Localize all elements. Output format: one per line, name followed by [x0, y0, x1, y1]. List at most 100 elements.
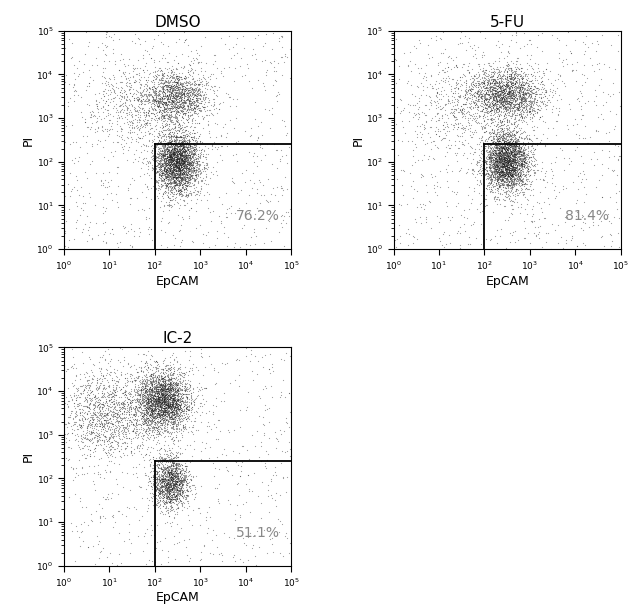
Point [111, 98, 121, 108]
Point [189, 97, 199, 107]
Point [490, 166, 500, 176]
Point [172, 101, 182, 111]
Point [244, 190, 254, 200]
Point [172, 173, 182, 183]
Point [143, 222, 154, 232]
Point [500, 164, 510, 174]
Point [170, 132, 180, 142]
Point [179, 180, 189, 189]
Point [256, 437, 266, 447]
Point [170, 469, 180, 479]
Point [122, 393, 132, 403]
Point [185, 143, 195, 153]
Point [499, 170, 509, 180]
Point [176, 148, 186, 158]
Point [184, 171, 195, 181]
Point [505, 174, 515, 184]
Point [493, 172, 504, 181]
Point [138, 86, 148, 96]
Point [182, 384, 193, 394]
Point [160, 474, 170, 483]
Point [504, 154, 515, 164]
Point [488, 90, 499, 100]
Point [481, 88, 491, 98]
Point [173, 172, 183, 182]
Point [173, 162, 184, 172]
Point [167, 166, 177, 176]
Point [154, 129, 164, 139]
Point [175, 175, 186, 185]
Point [508, 136, 518, 146]
Point [164, 427, 175, 437]
Point [182, 412, 193, 422]
Point [147, 84, 157, 94]
Point [612, 141, 623, 151]
Point [550, 181, 561, 191]
Point [175, 411, 185, 421]
Point [157, 141, 168, 151]
Point [178, 138, 188, 148]
Point [102, 124, 112, 133]
Point [143, 164, 153, 173]
Point [112, 168, 122, 178]
Point [97, 180, 108, 190]
Point [176, 425, 186, 435]
Point [179, 89, 189, 98]
Point [168, 149, 179, 159]
Point [113, 162, 123, 172]
Point [145, 410, 156, 420]
Point [278, 472, 288, 482]
Point [504, 154, 515, 164]
Point [506, 81, 516, 91]
Point [500, 97, 511, 106]
Point [161, 80, 171, 90]
Point [155, 486, 165, 496]
Point [501, 170, 511, 180]
Point [420, 138, 430, 148]
Point [210, 56, 220, 66]
Point [116, 111, 126, 121]
Point [149, 90, 159, 100]
Point [444, 143, 454, 153]
Point [500, 94, 510, 104]
Point [108, 382, 118, 392]
Point [155, 162, 165, 172]
Point [164, 103, 174, 113]
Point [172, 365, 182, 375]
Point [183, 151, 193, 161]
Point [115, 421, 125, 431]
Point [508, 91, 518, 101]
Point [116, 113, 127, 123]
Point [484, 90, 494, 100]
Point [164, 161, 174, 171]
Point [472, 92, 483, 102]
Point [508, 132, 518, 142]
Point [518, 116, 529, 125]
Point [170, 149, 180, 159]
Point [143, 413, 153, 423]
Point [493, 133, 503, 143]
Point [189, 97, 199, 106]
Point [168, 82, 178, 92]
Point [76, 496, 86, 506]
Point [150, 161, 160, 171]
Point [162, 384, 172, 394]
Point [157, 390, 168, 400]
Point [159, 384, 169, 394]
Point [468, 76, 478, 86]
Point [132, 117, 142, 127]
Point [276, 52, 286, 62]
Point [140, 416, 150, 426]
Point [494, 85, 504, 95]
Point [172, 107, 182, 117]
Point [152, 178, 163, 188]
Point [162, 200, 172, 210]
Point [196, 168, 206, 178]
Point [181, 73, 191, 82]
Point [97, 71, 108, 81]
Point [179, 149, 189, 159]
Point [453, 84, 463, 93]
Point [177, 138, 187, 148]
Point [171, 479, 181, 489]
Point [509, 170, 520, 180]
